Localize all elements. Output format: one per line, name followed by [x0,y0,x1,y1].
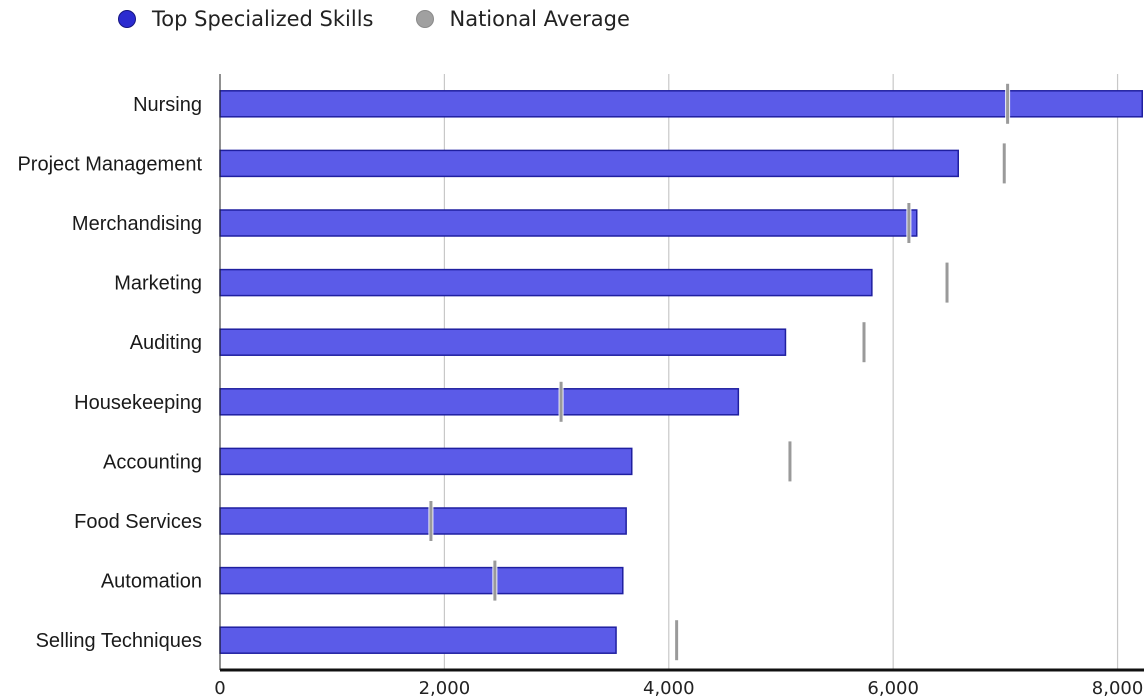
category-label-8: Automation [101,571,202,593]
average-marker-8[interactable] [493,560,497,601]
category-label-4: Auditing [130,332,202,354]
bar-2[interactable] [219,209,918,237]
bar-7[interactable] [219,507,627,535]
category-label-2: Merchandising [72,213,202,235]
legend-average-swatch [415,10,434,28]
average-marker-3[interactable] [945,262,949,303]
bar-0[interactable] [219,90,1143,118]
legend-series-label: Top Specialized Skills [152,7,374,31]
bar-9[interactable] [219,626,617,654]
category-label-7: Food Services [74,511,202,533]
average-marker-9[interactable] [675,620,679,661]
category-label-0: Nursing [133,94,202,116]
x-tick-label-0: 0 [214,678,225,698]
average-marker-0[interactable] [1006,83,1010,124]
legend-item-series[interactable]: Top Specialized Skills [118,7,374,31]
bar-3[interactable] [219,268,873,297]
legend-average-label: National Average [449,7,630,31]
legend-item-average[interactable]: National Average [415,7,630,31]
bar-8[interactable] [219,566,624,595]
x-tick-label-3: 6,000 [867,678,919,698]
average-marker-6[interactable] [788,441,792,482]
average-marker-4[interactable] [862,322,866,363]
average-marker-1[interactable] [1002,143,1006,184]
average-marker-7[interactable] [429,501,433,541]
bar-1[interactable] [219,149,959,178]
bar-5[interactable] [219,388,740,416]
category-label-6: Accounting [103,451,202,473]
bar-6[interactable] [219,447,633,476]
category-label-1: Project Management [17,153,202,175]
average-marker-5[interactable] [559,381,563,422]
average-marker-2[interactable] [907,203,911,243]
x-tick-label-1: 2,000 [419,678,471,698]
x-tick-label-4: 8,000 [1092,678,1144,698]
category-label-3: Marketing [114,273,202,295]
category-label-5: Housekeeping [74,392,202,414]
legend: Top Specialized Skills National Average [118,4,672,34]
bar-4[interactable] [219,328,787,356]
category-label-9: Selling Techniques [36,630,202,652]
legend-series-swatch [118,10,136,28]
x-tick-label-2: 4,000 [643,678,695,698]
